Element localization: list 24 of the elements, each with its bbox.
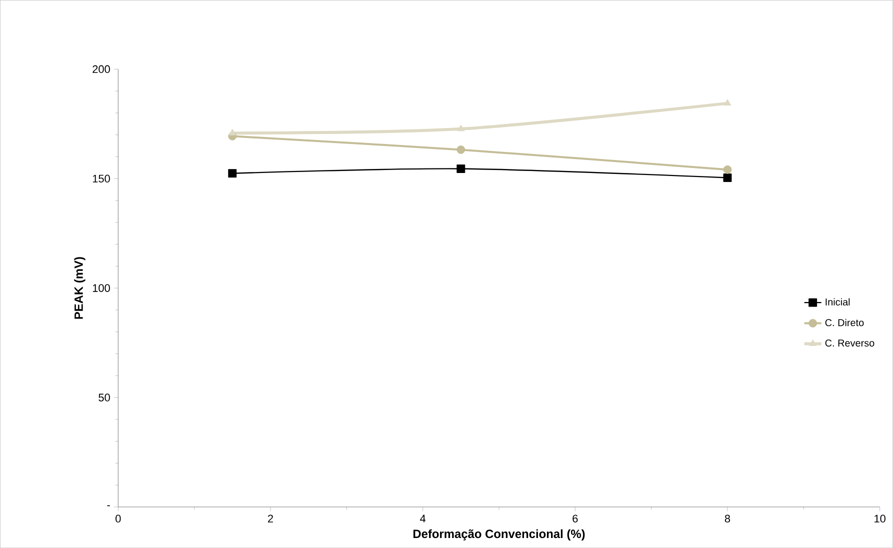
x-tick-label: 4: [420, 514, 426, 522]
y-tick-label: 100: [92, 284, 110, 292]
y-tick-label: 200: [92, 65, 110, 73]
y-tick-label: 50: [98, 394, 110, 402]
y-axis-title: PEAK (mV): [74, 257, 86, 319]
legend-label: C. Reverso: [825, 339, 874, 347]
point: [723, 173, 732, 182]
point: [456, 164, 466, 173]
x-tick-label: 2: [268, 514, 273, 522]
legend-label: C. Direto: [825, 318, 864, 326]
point: [456, 145, 466, 154]
point: [724, 99, 732, 106]
point: [457, 124, 465, 132]
point: [228, 128, 236, 136]
y-tick-label: 150: [92, 174, 110, 182]
x-tick-label: 10: [874, 514, 886, 522]
x-axis-title: Deformação Convencional (%): [413, 529, 585, 540]
x-tick-label: 0: [116, 514, 121, 522]
point: [723, 165, 732, 174]
point: [228, 169, 237, 178]
x-tick-label: 6: [572, 514, 578, 522]
legend-label: Inicial: [826, 298, 850, 306]
y-tick-label: -: [107, 505, 110, 506]
x-tick-label: 8: [724, 514, 730, 522]
